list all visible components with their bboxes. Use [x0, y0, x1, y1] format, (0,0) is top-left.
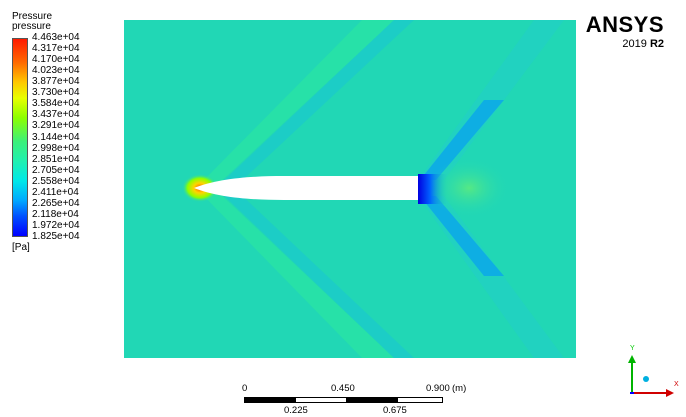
contour-plot[interactable] [124, 20, 576, 358]
colorbar-tick-label: 3.437e+04 [32, 109, 80, 121]
upper-shock-band [196, 20, 394, 188]
scale-segment-3 [346, 397, 398, 403]
brand-logo: ANSYS [585, 12, 664, 37]
colorbar-tick-label: 3.877e+04 [32, 76, 80, 88]
scale-label-q1: 0.225 [284, 405, 308, 416]
scale-segment-1 [244, 397, 296, 403]
lower-shock-band [196, 188, 394, 358]
scale-label-q3: 0.675 [383, 405, 407, 416]
axis-triad-graphic [628, 355, 674, 397]
colorbar-tick-label: 4.463e+04 [32, 32, 80, 43]
colorbar-tick-label: 2.558e+04 [32, 175, 80, 187]
axis-triad[interactable]: Y X [620, 345, 680, 400]
colorbar-tick-label: 2.411e+04 [32, 186, 79, 198]
legend-title: Pressure [12, 11, 53, 22]
base-low-pressure [418, 174, 448, 204]
x-axis-arrowhead [666, 389, 674, 397]
scale-unit: (m) [452, 383, 467, 394]
upper-base-expansion [420, 100, 504, 180]
colorbar-tick-label: 3.291e+04 [32, 120, 80, 132]
colorbar-tick-label: 2.705e+04 [32, 164, 80, 176]
colorbar-tick-labels: 4.463e+04 4.317e+04 4.170e+04 4.023e+04 3.87… [32, 33, 102, 242]
axis-x-label: X [674, 381, 679, 388]
upper-expansion-band [216, 20, 414, 188]
colorbar-tick-label: 3.584e+04 [32, 98, 80, 110]
colorbar-tick-label: 3.144e+04 [32, 131, 80, 143]
scale-label-mid: 0.450 [331, 383, 355, 394]
colorbar [12, 38, 28, 237]
colorbar-tick-label: 2.851e+04 [32, 153, 80, 165]
scale-segment-2 [295, 397, 347, 403]
wake-region [429, 158, 509, 218]
colorbar-tick-label: 1.972e+04 [32, 219, 80, 231]
lower-expansion-band [216, 188, 414, 358]
axis-y-label: Y [630, 345, 635, 352]
scale-segment-4 [397, 397, 443, 403]
version-release: R2 [649, 38, 664, 50]
colorbar-tick-label: 1.825e+04 [32, 231, 80, 242]
pressure-field [124, 20, 576, 358]
z-axis-dot [643, 376, 649, 382]
colorbar-tick-label: 3.730e+04 [32, 87, 80, 99]
colorbar-tick-label: 2.998e+04 [32, 142, 80, 154]
projectile-body [194, 176, 418, 200]
scale-label-0: 0 [242, 383, 248, 394]
colorbar-tick-label: 4.023e+04 [32, 65, 80, 77]
colorbar-tick-label: 4.170e+04 [32, 54, 80, 66]
version-year: 2019 [622, 38, 647, 50]
colorbar-tick-label: 2.265e+04 [32, 197, 80, 209]
brand-version: 2019 R2 [622, 38, 664, 50]
lower-base-expansion [420, 196, 504, 276]
colorbar-tick-label: 2.118e+04 [32, 208, 79, 220]
scale-label-max: 0.900 [426, 383, 450, 394]
legend-variable: pressure [12, 21, 51, 32]
scale-bar: 0 0.450 0.900 (m) 0.225 0.675 [240, 384, 470, 416]
legend-unit: [Pa] [12, 242, 30, 253]
colorbar-tick-label: 4.317e+04 [32, 43, 80, 55]
y-axis-arrowhead [628, 355, 636, 363]
